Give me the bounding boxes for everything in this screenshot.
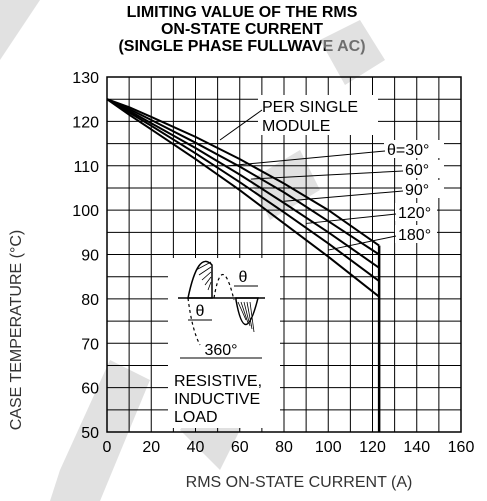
annotation-box-load	[168, 258, 280, 428]
annotation-load-line-3: LOAD	[174, 409, 218, 426]
x-tick-label: 120	[359, 439, 386, 456]
waveform-hatch	[249, 301, 255, 333]
series-line	[106, 98, 380, 247]
waveform-neg-half	[235, 297, 259, 326]
annotation-module-line-1: PER SINGLE	[262, 99, 358, 116]
watermark-shape	[0, 0, 40, 60]
x-tick-label: 140	[403, 439, 430, 456]
series-label-leader	[250, 170, 404, 180]
waveform-diagram	[178, 260, 265, 359]
y-tick-label: 80	[81, 292, 99, 309]
y-tick-label: 90	[81, 248, 99, 265]
series-label: 90°	[405, 182, 429, 199]
annotation-load-line-2: INDUCTIVE	[174, 391, 260, 408]
waveform-dashed	[213, 274, 235, 301]
series-line	[106, 98, 380, 298]
waveform-theta2-label: θ	[239, 269, 248, 286]
series-label-leader	[328, 235, 397, 251]
series-line	[106, 98, 380, 269]
waveform-hatch	[207, 281, 212, 291]
y-tick-label: 110	[73, 159, 99, 176]
y-tick-label: 60	[81, 381, 99, 398]
title-line-1: LIMITING VALUE OF THE RMS	[126, 4, 358, 21]
series-label-leader	[228, 150, 386, 167]
series-label: 120°	[398, 205, 431, 222]
series-label-leader	[306, 213, 397, 224]
waveform-hatch	[240, 301, 249, 324]
series-line	[106, 98, 380, 256]
x-tick-label: 60	[231, 439, 249, 456]
waveform-hatch	[246, 301, 253, 330]
series-label-bg	[402, 160, 444, 178]
y-axis-label: CASE TEMPERATURE (°C)	[8, 229, 25, 431]
series-line	[106, 98, 380, 282]
y-tick-label: 70	[81, 336, 99, 353]
series-label-bg	[384, 140, 444, 158]
x-tick-label: 20	[142, 439, 160, 456]
x-tick-label: 80	[275, 439, 293, 456]
waveform-360-label: 360°	[204, 342, 237, 359]
x-tick-label: 40	[187, 439, 205, 456]
annotation-module-line-2: MODULE	[262, 118, 330, 135]
plot-frame	[106, 76, 462, 433]
series-label: 60°	[405, 162, 429, 179]
series-label-bg	[402, 180, 444, 198]
annotation-load-line-1: RESISTIVE,	[174, 373, 262, 390]
y-tick-label: 100	[72, 203, 99, 220]
series-label-bg	[395, 203, 437, 221]
series-label: 180°	[398, 227, 431, 244]
waveform-hatch	[237, 301, 247, 321]
series-label: θ=30°	[387, 142, 429, 159]
x-axis-label: RMS ON-STATE CURRENT (A)	[185, 474, 413, 491]
waveform-theta-label: θ	[196, 303, 205, 320]
watermark-shape	[50, 360, 150, 501]
series-label-leader	[283, 190, 404, 202]
waveform-hatch	[243, 301, 251, 327]
chart-title: LIMITING VALUE OF THE RMS ON-STATE CURRE…	[0, 4, 487, 55]
waveform-hatch	[201, 271, 212, 281]
waveform-hatch	[198, 266, 212, 276]
y-tick-label: 120	[72, 114, 99, 131]
annotation-module-leader	[219, 109, 263, 141]
x-tick-label: 100	[315, 439, 342, 456]
annotation-box-module	[258, 95, 378, 135]
waveform-hatch	[195, 261, 212, 271]
y-tick-label: 130	[72, 70, 99, 87]
title-line-3: (SINGLE PHASE FULLWAVE AC)	[118, 38, 366, 55]
x-tick-label: 160	[448, 439, 475, 456]
series-label-bg	[395, 225, 437, 243]
waveform-pos-half	[187, 260, 213, 299]
y-tick-label: 50	[81, 425, 99, 442]
watermark-shape	[320, 20, 385, 85]
waveform-hatch	[204, 276, 212, 286]
title-line-2: ON-STATE CURRENT	[160, 21, 324, 38]
x-tick-label: 0	[103, 439, 112, 456]
